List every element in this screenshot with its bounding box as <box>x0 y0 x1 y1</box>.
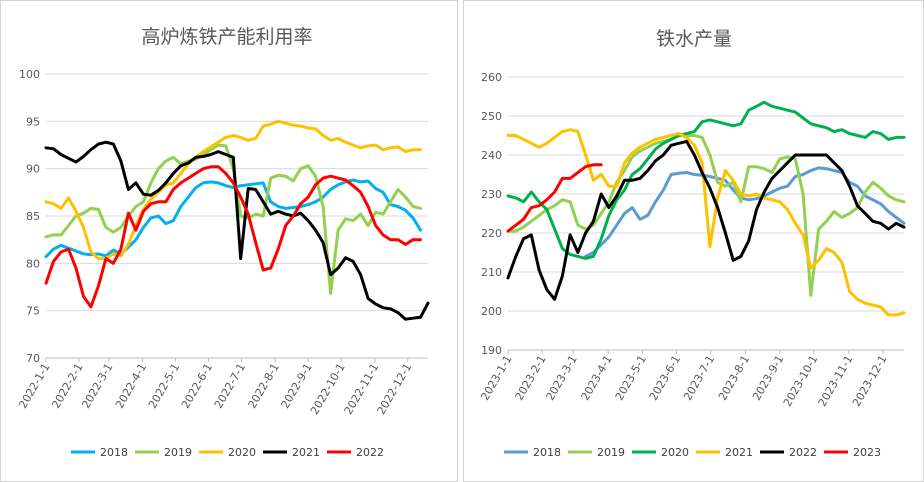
chart-1-x-tick-label: 2023-12-1 <box>850 353 890 409</box>
panel-divider <box>458 0 463 482</box>
chart-0-y-tick-label: 90 <box>26 163 40 176</box>
chart-0-x-tick-label: 2022-4-1 <box>113 361 149 411</box>
chart-0-y-tick-label: 80 <box>26 257 40 270</box>
chart-0-title: 高炉炼铁产能利用率 <box>141 26 312 48</box>
chart-1-legend-label: 2019 <box>597 446 625 459</box>
chart-0-x-tick-label: 2022-1-1 <box>16 361 52 411</box>
chart-0-x-tick-label: 2022-5-1 <box>146 361 182 411</box>
chart-0-legend-label: 2022 <box>356 446 384 459</box>
chart-1-legend-item: 2019 <box>568 446 625 459</box>
chart-1-title: 铁水产量 <box>656 28 732 50</box>
chart-1-series-2018-line <box>584 166 906 258</box>
hot-metal-output-chart-panel: 铁水产量 190 200 210 220 230 240 250 260 2023-1-1 2023… <box>463 0 924 482</box>
chart-0-series-2021-line <box>44 140 430 321</box>
chart-1-legend-label: 2022 <box>789 446 817 459</box>
chart-1-series-2023-line <box>506 163 603 233</box>
chart-1-series-2022-line <box>506 139 906 301</box>
chart-0-x-tick-label: 2022-9-1 <box>279 361 315 411</box>
chart-1-legend-item: 2023 <box>824 446 881 459</box>
chart-1-series-2019-line <box>506 134 906 297</box>
chart-1-legend-item: 2022 <box>760 446 817 459</box>
chart-1-y-tick-label: 190 <box>481 344 502 357</box>
chart-1-legend-item: 2021 <box>696 446 753 459</box>
chart-0-legend-item: 2020 <box>199 446 256 459</box>
chart-1-x-tick-label: 2023-6-1 <box>647 353 683 403</box>
chart-1-y-tick-label: 240 <box>481 149 502 162</box>
chart-1-legend-label: 2020 <box>661 446 689 459</box>
chart-0-series-2018-line <box>44 178 422 259</box>
chart-0-y-tick-label: 100 <box>19 68 40 81</box>
chart-0-y-tick-label: 85 <box>26 210 40 223</box>
chart-1-x-tick-label: 2023-11-1 <box>816 353 856 409</box>
chart-1-legend-item: 2020 <box>632 446 689 459</box>
chart-0-legend-item: 2018 <box>71 446 128 459</box>
chart-1-x-tick-label: 2023-4-1 <box>579 353 615 403</box>
chart-1-y-tick-label: 210 <box>481 266 502 279</box>
chart-0-series-2020-line <box>44 119 422 261</box>
chart-0-legend-label: 2018 <box>100 446 128 459</box>
chart-0-legend-label: 2020 <box>228 446 256 459</box>
chart-1-series-2021-line <box>506 128 906 317</box>
chart-1-x-tick-label: 2023-7-1 <box>681 353 717 403</box>
capacity-utilization-chart: 高炉炼铁产能利用率7075808590951002022-1-12022-2-1… <box>16 26 430 459</box>
chart-1-x-tick-label: 2023-3-1 <box>544 353 580 403</box>
hot-metal-output-chart: 铁水产量 190 200 210 220 230 240 250 260 2023-1-1 2023… <box>478 28 906 459</box>
chart-1-legend-label: 2023 <box>853 446 881 459</box>
chart-0-x-tick-label: 2022-7-1 <box>212 361 248 411</box>
chart-0-y-tick-label: 70 <box>26 352 40 365</box>
chart-0-x-tick-label: 2022-12-1 <box>375 361 415 417</box>
chart-1-x-tick-label: 2023-9-1 <box>750 353 786 403</box>
chart-0-series-2022-line <box>44 165 422 309</box>
chart-0-legend-item: 2021 <box>263 446 320 459</box>
chart-0-y-tick-label: 75 <box>26 305 40 318</box>
capacity-utilization-chart-panel: 高炉炼铁产能利用率 70 75 80 85 90 95 100 2022-1-1 2022-2-1… <box>0 0 458 482</box>
chart-1-y-tick-label: 230 <box>481 188 502 201</box>
chart-0-legend-label: 2021 <box>292 446 320 459</box>
chart-1-x-tick-label: 2023-10-1 <box>781 353 821 409</box>
chart-0-legend-item: 2022 <box>327 446 384 459</box>
chart-1-y-tick-label: 220 <box>481 227 502 240</box>
chart-1-y-tick-label: 260 <box>481 71 502 84</box>
chart-1-y-tick-label: 250 <box>481 110 502 123</box>
chart-0-x-tick-label: 2022-8-1 <box>246 361 282 411</box>
chart-1-series-2020-line <box>506 100 906 260</box>
chart-1-x-tick-label: 2023-5-1 <box>613 353 649 403</box>
chart-1-legend-label: 2018 <box>533 446 561 459</box>
chart-1-legend-label: 2021 <box>725 446 753 459</box>
chart-1-x-tick-label: 2023-8-1 <box>716 353 752 403</box>
chart-0-legend-label: 2019 <box>164 446 192 459</box>
chart-1-x-tick-label: 2023-1-1 <box>478 353 514 403</box>
chart-1-legend-item: 2018 <box>504 446 561 459</box>
chart-0-legend-item: 2019 <box>135 446 192 459</box>
chart-1-y-tick-label: 200 <box>481 305 502 318</box>
chart-0-x-tick-label: 2022-6-1 <box>179 361 215 411</box>
chart-0-y-tick-label: 95 <box>26 115 40 128</box>
